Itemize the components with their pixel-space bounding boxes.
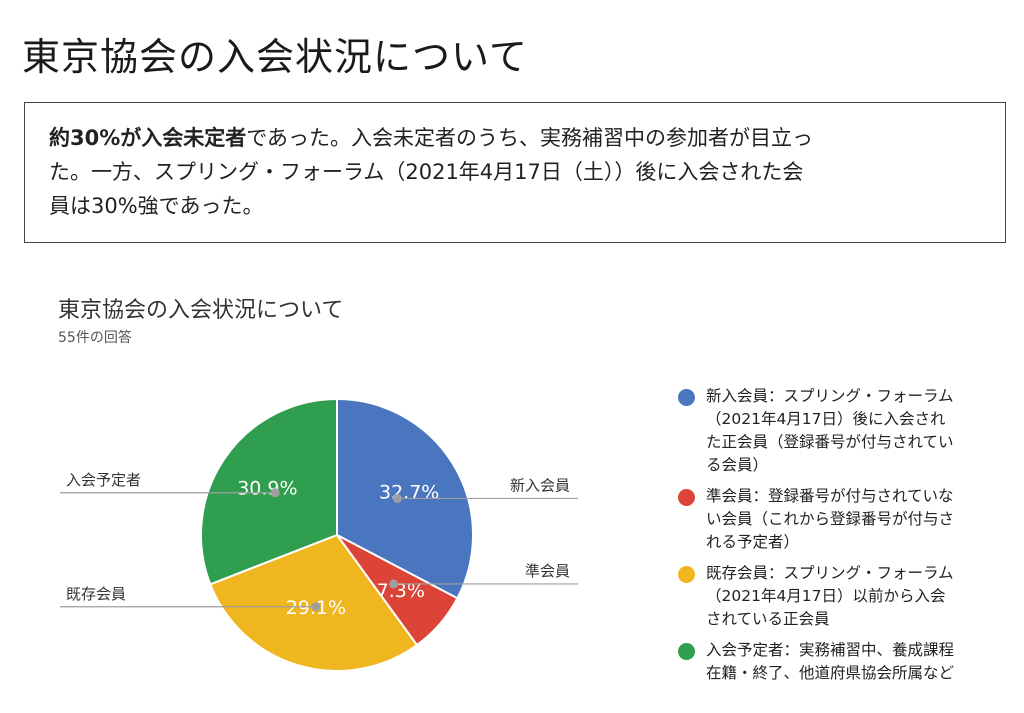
legend-line: （2021年4月17日）以前から入会 xyxy=(706,587,946,605)
callout-dot-existing-member xyxy=(311,602,321,612)
callout-label-associate-member: 準会員 xyxy=(525,562,570,580)
pie-value-label-new-member: 32.7% xyxy=(379,481,439,503)
callout-label-prospective-member: 入会予定者 xyxy=(66,471,141,489)
legend-item-new-member: 新入会員：スプリング・フォーラム （2021年4月17日）後に入会され た正会員（登… xyxy=(678,385,1008,477)
chart-subtitle: 55件の回答 xyxy=(58,330,132,346)
summary-line-3: 員は30%強であった。 xyxy=(49,194,264,218)
callout-label-new-member: 新入会員 xyxy=(510,476,570,494)
chart-title: 東京協会の入会状況について xyxy=(58,298,344,323)
legend-line: る会員） xyxy=(706,456,769,474)
chart-legend: 新入会員：スプリング・フォーラム （2021年4月17日）後に入会され た正会員（登… xyxy=(678,385,1008,693)
legend-color-dot xyxy=(678,389,695,406)
legend-line: 入会予定者：実務補習中、養成課程 xyxy=(706,641,955,659)
page-title: 東京協会の入会状況について xyxy=(22,35,528,79)
legend-item-prospective-member: 入会予定者：実務補習中、養成課程 在籍・終了、他道府県協会所属など xyxy=(678,639,1008,685)
legend-line: 既存会員：スプリング・フォーラム xyxy=(706,564,954,582)
legend-text: 既存会員：スプリング・フォーラム （2021年4月17日）以前から入会 されている正… xyxy=(706,562,1008,631)
legend-color-dot xyxy=(678,643,695,660)
callout-dot-new-member xyxy=(393,493,403,503)
pie-slice-prospective-member xyxy=(200,397,338,586)
callout-label-existing-member: 既存会員 xyxy=(66,585,126,603)
legend-line: れる予定者） xyxy=(706,533,800,551)
summary-line-1: 約30%が入会未定者であった。入会未定者のうち、実務補習中の参加者が目立っ xyxy=(49,121,979,155)
legend-line: い会員（これから登録番号が付与さ xyxy=(706,510,955,528)
legend-line: た正会員（登録番号が付与されてい xyxy=(706,433,954,451)
legend-line: 準会員：登録番号が付与されていな xyxy=(706,487,954,505)
legend-text: 新入会員：スプリング・フォーラム （2021年4月17日）後に入会され た正会員（登… xyxy=(706,385,1008,477)
legend-line: 在籍・終了、他道府県協会所属など xyxy=(706,664,955,682)
callout-dot-associate-member xyxy=(389,579,399,589)
pie-value-label-prospective-member: 30.9% xyxy=(237,477,297,499)
summary-line-1-rest: であった。入会未定者のうち、実務補習中の参加者が目立っ xyxy=(246,126,814,150)
legend-color-dot xyxy=(678,489,695,506)
summary-highlight: 約30%が入会未定者 xyxy=(49,126,247,150)
legend-line: されている正会員 xyxy=(706,610,830,628)
legend-line: （2021年4月17日）後に入会され xyxy=(706,410,946,428)
legend-item-associate-member: 準会員：登録番号が付与されていな い会員（これから登録番号が付与さ れる予定者） xyxy=(678,485,1008,554)
callout-dot-prospective-member xyxy=(270,488,280,498)
pie-value-label-associate-member: 7.3% xyxy=(377,580,425,602)
legend-line: 新入会員：スプリング・フォーラム xyxy=(706,387,954,405)
legend-color-dot xyxy=(678,566,695,583)
legend-text: 準会員：登録番号が付与されていな い会員（これから登録番号が付与さ れる予定者） xyxy=(706,485,1008,554)
legend-item-existing-member: 既存会員：スプリング・フォーラム （2021年4月17日）以前から入会 されている正… xyxy=(678,562,1008,631)
summary-line-2: た。一方、スプリング・フォーラム（2021年4月17日（土））後に入会された会 xyxy=(49,160,804,184)
legend-text: 入会予定者：実務補習中、養成課程 在籍・終了、他道府県協会所属など xyxy=(706,639,1008,685)
summary-box: 約30%が入会未定者であった。入会未定者のうち、実務補習中の参加者が目立っ た。… xyxy=(24,102,1006,243)
